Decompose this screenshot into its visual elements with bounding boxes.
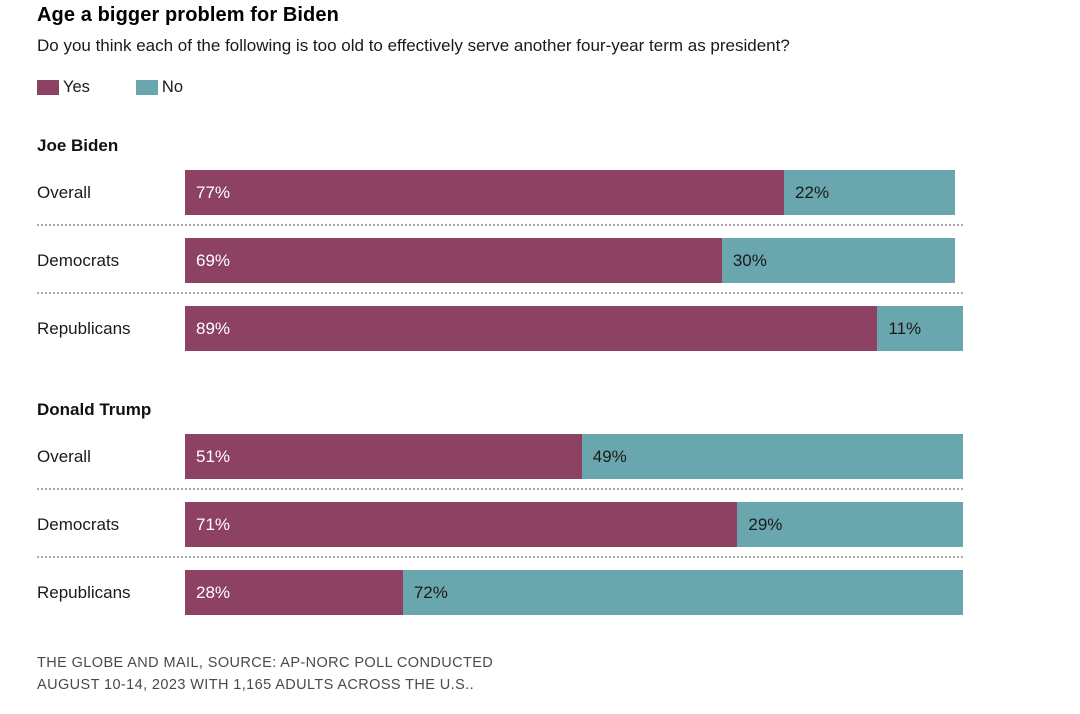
bar-segment-no: 49% <box>581 434 963 479</box>
yes-swatch-icon <box>37 80 59 95</box>
bar-value-label: 30% <box>732 250 767 270</box>
row-label: Overall <box>37 182 91 202</box>
bar-value-label: 69% <box>196 250 231 270</box>
bar-track: 51% 49% <box>185 434 963 479</box>
bar-segment-yes: 69% <box>185 238 722 283</box>
bar-row: Democrats 71% 29% <box>37 490 963 558</box>
bar-value-label: 29% <box>748 514 783 534</box>
bar-value-label: 28% <box>196 582 231 602</box>
bar-track: 77% 22% <box>185 170 963 215</box>
row-label: Republicans <box>37 582 131 602</box>
bar-row: Democrats 69% 30% <box>37 226 963 294</box>
bar-segment-yes: 51% <box>185 434 582 479</box>
bar-value-label: 49% <box>592 446 627 466</box>
no-swatch-icon <box>135 80 158 95</box>
bar-segment-no: 30% <box>721 238 956 283</box>
bar-segment-yes: 89% <box>185 306 878 351</box>
chart-section: Donald Trump Overall 51% 49% Democrats 71% 29%… <box>37 400 963 624</box>
bar-value-label: 89% <box>196 318 231 338</box>
legend-label-yes: Yes <box>63 78 90 96</box>
chart: Age a bigger problem for Biden Do you th… <box>37 4 963 697</box>
source-line-1: THE GLOBE AND MAIL, SOURCE: AP-NORC POLL… <box>37 655 494 671</box>
bar-segment-no: 11% <box>877 306 963 351</box>
bar-value-label: 11% <box>888 318 922 338</box>
chart-title: Age a bigger problem for Biden <box>37 4 339 26</box>
bar-track: 69% 30% <box>185 238 963 283</box>
section-heading: Donald Trump <box>37 400 152 419</box>
legend-label-no: No <box>161 78 184 96</box>
bar-segment-yes: 71% <box>185 502 738 547</box>
bar-value-label: 72% <box>413 582 448 602</box>
bar-segment-yes: 28% <box>185 570 403 615</box>
section-heading: Joe Biden <box>37 136 119 155</box>
bar-row: Overall 77% 22% <box>37 158 963 226</box>
row-label: Democrats <box>37 250 120 270</box>
bar-segment-yes: 77% <box>185 170 785 215</box>
legend: Yes No <box>37 78 963 97</box>
legend-item-yes: Yes <box>37 78 90 97</box>
bar-row: Overall 51% 49% <box>37 422 963 490</box>
chart-subtitle: Do you think each of the following is to… <box>37 36 790 55</box>
bar-value-label: 22% <box>795 182 830 202</box>
bar-track: 71% 29% <box>185 502 963 547</box>
bar-row: Republicans 89% 11% <box>37 294 963 360</box>
row-label: Overall <box>37 446 91 466</box>
bar-row: Republicans 28% 72% <box>37 558 963 624</box>
row-label: Republicans <box>37 318 131 338</box>
source-line-2: AUGUST 10-14, 2023 WITH 1,165 ADULTS ACR… <box>37 677 475 694</box>
bar-value-label: 71% <box>196 514 231 534</box>
bar-track: 89% 11% <box>185 306 963 351</box>
row-label: Democrats <box>37 514 120 534</box>
chart-section: Joe Biden Overall 77% 22% Democrats 69% 30% Rep… <box>37 136 963 360</box>
bar-track: 28% 72% <box>185 570 963 615</box>
legend-item-no: No <box>135 78 184 97</box>
section-rows: Overall 51% 49% Democrats 71% 29% Republicans 2… <box>37 422 963 624</box>
source-note: THE GLOBE AND MAIL, SOURCE: AP-NORC POLL… <box>37 652 963 697</box>
bar-value-label: 77% <box>196 182 231 202</box>
bar-value-label: 51% <box>196 446 231 466</box>
chart-sections: Joe Biden Overall 77% 22% Democrats 69% 30% Rep… <box>37 136 963 624</box>
bar-segment-no: 22% <box>784 170 956 215</box>
bar-segment-no: 29% <box>737 502 963 547</box>
bar-segment-no: 72% <box>402 570 963 615</box>
section-rows: Overall 77% 22% Democrats 69% 30% Republicans 8… <box>37 158 963 360</box>
